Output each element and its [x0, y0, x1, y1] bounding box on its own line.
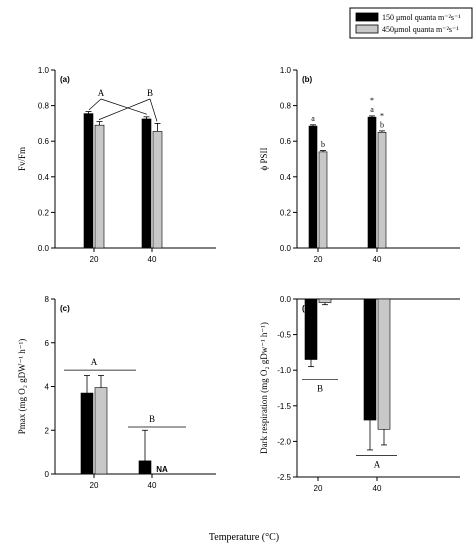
legend-swatch-150 [355, 12, 379, 22]
bar [318, 151, 328, 249]
y-tick-label: 0.8 [38, 102, 50, 111]
bar [308, 125, 318, 249]
panel-a: 0.0 0.2 0.4 0.6 0.8 1.0 20 40 (a) Fv/Fm A B [17, 66, 216, 264]
y-tick-label: 6 [45, 339, 50, 348]
panel-label: (c) [60, 304, 70, 313]
bar [80, 392, 94, 475]
significance-letter: b [321, 140, 325, 149]
y-tick-label: 2 [45, 426, 50, 435]
y-axis-label: Dark respiration (mg O₂ gDw⁻¹ h⁻¹) [259, 322, 269, 454]
legend: 150 μmol quanta m⁻²s⁻¹ 450μmol quanta m⁻… [349, 7, 473, 39]
panel-c: 0 2 4 6 8 20 40 (c) Pmax (mg O₂ gDW⁻¹ h⁻¹) A B NA [17, 295, 216, 490]
y-tick-label: 8 [45, 295, 50, 304]
bar [83, 113, 94, 249]
y-tick-label: -2.0 [277, 437, 291, 446]
bar [318, 298, 332, 303]
bar [377, 132, 387, 249]
legend-swatch-450 [355, 24, 379, 34]
y-tick-label: 0.4 [280, 173, 292, 182]
bar [377, 298, 391, 430]
significance-letter: A [98, 88, 105, 98]
bar [363, 298, 377, 421]
y-tick-label: 0.6 [38, 137, 50, 146]
y-tick-label: 1.0 [280, 66, 292, 75]
bar [141, 118, 152, 249]
x-tick-label: 40 [373, 484, 382, 493]
panel-label: (a) [60, 75, 70, 84]
y-tick-label: 0.8 [280, 102, 292, 111]
bar [138, 460, 152, 475]
y-tick-label: 0.0 [38, 244, 50, 253]
connector-line [100, 98, 148, 115]
x-axis-label: Temperature (°C) [209, 532, 279, 543]
y-tick-label: 1.0 [38, 66, 50, 75]
x-tick-label: 40 [148, 481, 157, 490]
y-tick-label: 0.2 [280, 208, 292, 217]
y-tick-label: -1.0 [277, 366, 291, 375]
bar [94, 124, 105, 249]
x-tick-label: 20 [314, 484, 323, 493]
x-tick-label: 20 [90, 481, 99, 490]
significance-star: * [380, 111, 384, 120]
y-tick-label: -0.5 [277, 331, 291, 340]
x-tick-label: 40 [148, 255, 157, 264]
significance-letter: a [311, 114, 315, 123]
x-tick-label: 40 [373, 255, 382, 264]
bar [152, 131, 163, 249]
bar [304, 298, 318, 360]
significance-letter: A [374, 460, 381, 470]
y-tick-label: 0.4 [38, 173, 50, 182]
significance-letter: B [149, 414, 155, 424]
y-tick-label: -2.5 [277, 473, 291, 482]
y-tick-label: 0 [45, 470, 50, 479]
y-axis-label: Fv/Fm [17, 147, 27, 171]
y-tick-label: 4 [45, 383, 50, 392]
connector-line [88, 98, 102, 111]
y-tick-label: 0.0 [280, 295, 292, 304]
x-tick-label: 20 [90, 255, 99, 264]
x-tick-label: 20 [314, 255, 323, 264]
connector-line [98, 98, 151, 120]
significance-letter: A [91, 357, 98, 367]
bar [94, 387, 108, 475]
legend-label-150: 150 μmol quanta m⁻²s⁻¹ [382, 13, 461, 22]
panel-label: (b) [302, 75, 313, 84]
y-tick-label: -1.5 [277, 402, 291, 411]
significance-letter: B [317, 383, 323, 393]
bar [367, 116, 377, 249]
legend-label-450: 450μmol quanta m⁻²s⁻¹ [382, 25, 459, 34]
y-axis-label: Pmax (mg O₂ gDW⁻¹ h⁻¹) [17, 339, 27, 435]
connector-line [149, 98, 158, 122]
significance-star: * [370, 96, 374, 105]
y-tick-label: 0.6 [280, 137, 292, 146]
significance-letter: b [380, 120, 384, 129]
y-tick-label: 0.2 [38, 208, 50, 217]
significance-letter: a [370, 105, 374, 114]
y-axis-label: ϕ PSII [259, 148, 269, 171]
significance-letter: B [147, 88, 153, 98]
not-available-label: NA [156, 465, 168, 474]
y-tick-label: 0.0 [280, 244, 292, 253]
